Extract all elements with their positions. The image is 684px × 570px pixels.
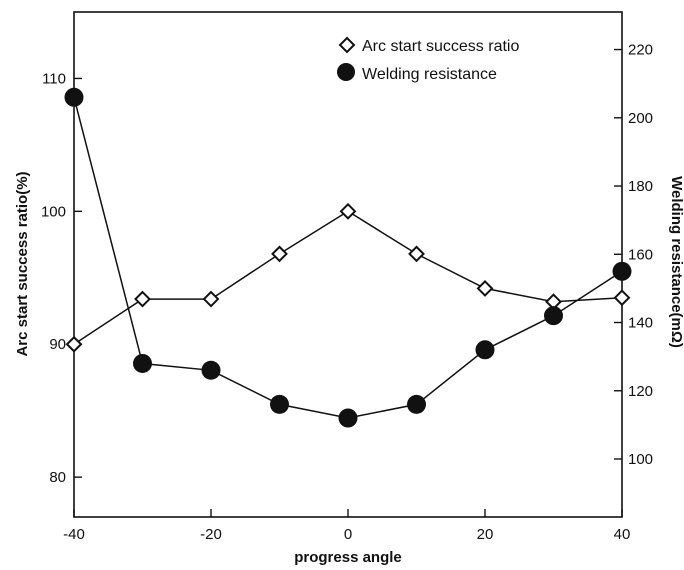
- legend-label-welding-resistance: Welding resistance: [362, 66, 497, 83]
- arc-start-point: [271, 245, 288, 263]
- x-axis-title: progress angle: [294, 549, 402, 566]
- series-line-0: [73, 210, 623, 345]
- x-tick-label: -20: [200, 526, 222, 543]
- left-y-tick-label: 90: [49, 336, 66, 353]
- x-tick-label: -40: [63, 526, 85, 543]
- right-y-tick-label: 220: [628, 42, 653, 59]
- legend-diamond-marker: [338, 36, 356, 54]
- arc-start-point: [202, 290, 220, 308]
- x-tick-label: 20: [477, 526, 494, 543]
- arc-start-point: [339, 202, 357, 220]
- welding-resistance-point: [338, 408, 358, 428]
- series-lines: [73, 97, 623, 419]
- right-y-tick-label: 120: [628, 383, 653, 400]
- plot-frame: [73, 11, 623, 518]
- right-y-tick-label: 140: [628, 315, 653, 332]
- legend: Arc start success ratio Welding resistan…: [337, 36, 519, 83]
- left-y-axis-title: Arc start success ratio(%): [14, 171, 31, 356]
- right-y-tick-label: 180: [628, 178, 653, 195]
- arc-start-point: [613, 289, 631, 307]
- legend-label-arc-start: Arc start success ratio: [362, 38, 519, 55]
- welding-resistance-point: [544, 306, 563, 326]
- welding-resistance-point: [475, 340, 495, 360]
- arc-start-point: [476, 280, 494, 297]
- left-y-tick-label: 100: [41, 203, 66, 220]
- welding-resistance-point: [201, 360, 221, 380]
- welding-resistance-point: [64, 87, 84, 107]
- x-axis: -40 -20 0 20 40: [63, 509, 630, 543]
- arc-start-point: [134, 290, 151, 308]
- series-line-1: [73, 97, 623, 419]
- series-points: [64, 87, 632, 428]
- right-y-tick-label: 200: [628, 110, 653, 127]
- left-y-tick-label: 80: [49, 469, 66, 486]
- x-tick-label: 0: [344, 526, 352, 543]
- legend-circle-marker: [337, 63, 355, 81]
- left-y-tick-label: 110: [42, 70, 66, 87]
- welding-resistance-point: [407, 394, 426, 414]
- welding-resistance-point: [133, 353, 152, 373]
- welding-resistance-point: [270, 394, 289, 414]
- right-y-tick-label: 160: [628, 246, 653, 263]
- welding-resistance-point: [612, 261, 632, 281]
- left-y-axis: 80 90 100 110: [41, 70, 82, 486]
- arc-start-point: [65, 335, 83, 353]
- arc-start-point: [408, 245, 425, 263]
- right-y-tick-label: 100: [628, 451, 653, 468]
- right-y-axis-title: Welding resistance(mΩ): [668, 176, 684, 348]
- right-y-axis: 100 120 140 160 180 200 220: [614, 42, 653, 468]
- x-tick-label: 40: [614, 526, 631, 543]
